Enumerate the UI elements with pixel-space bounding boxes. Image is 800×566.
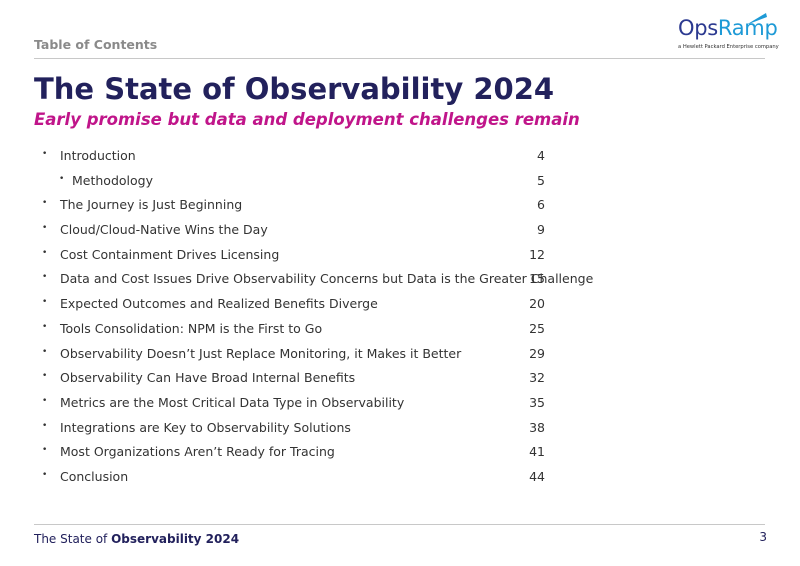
bullet-icon: • <box>42 198 48 209</box>
toc-entry[interactable]: • Observability Can Have Broad Internal B… <box>34 366 554 391</box>
bullet-icon: • <box>42 247 48 258</box>
toc-entry-page: 35 <box>529 394 545 410</box>
bullet-icon: • <box>42 420 48 431</box>
toc-entry-label: Integrations are Key to Observability So… <box>60 419 351 435</box>
footer-divider <box>34 524 765 525</box>
toc-entry[interactable]: • Data and Cost Issues Drive Observabilit… <box>34 267 593 292</box>
toc-entry[interactable]: • Integrations are Key to Observability S… <box>34 416 554 441</box>
toc-entry-label: Tools Consolidation: NPM is the First to… <box>60 320 323 336</box>
toc-entry-page: 29 <box>529 345 545 361</box>
footer-text-bold: Observability 2024 <box>111 532 240 546</box>
toc-entry-page: 44 <box>529 468 545 484</box>
toc-entry-page: 12 <box>529 246 545 262</box>
toc-entry-label: Introduction <box>60 148 136 163</box>
toc-entry[interactable]: • Observability Doesn’t Just Replace Moni… <box>34 342 554 367</box>
toc-entry-label: Methodology <box>72 172 153 188</box>
toc-entry-page: 4 <box>537 148 545 163</box>
toc-entry[interactable]: • Expected Outcomes and Realized Benefits… <box>34 292 554 317</box>
toc-entry[interactable]: • Introduction 4 <box>34 144 554 169</box>
bullet-icon: • <box>42 346 48 357</box>
toc-entry-page: 25 <box>529 320 545 336</box>
toc-entry-page: 41 <box>529 444 545 460</box>
page-title: The State of Observability 2024 <box>34 72 555 106</box>
toc-entry-page: 38 <box>529 419 545 435</box>
toc-entry-page: 5 <box>537 172 545 188</box>
toc-entry[interactable]: • Conclusion 44 <box>34 465 554 490</box>
toc-entry-page: 32 <box>529 370 545 386</box>
toc-entry-label: Observability Doesn’t Just Replace Monit… <box>60 345 462 361</box>
toc-entry-label: Expected Outcomes and Realized Benefits … <box>60 296 378 312</box>
toc-entry-label: Cost Containment Drives Licensing <box>60 246 280 262</box>
toc-entry[interactable]: • Tools Consolidation: NPM is the First t… <box>34 317 554 342</box>
bullet-icon: • <box>59 173 65 184</box>
bullet-icon: • <box>42 321 48 332</box>
bullet-icon: • <box>42 469 48 480</box>
bullet-icon: • <box>42 272 48 283</box>
bullet-icon: • <box>42 223 48 234</box>
footer-report-title: The State of Observability 2024 <box>34 532 239 546</box>
table-of-contents: • Introduction 4 • Methodology 5 • The Journey … <box>34 144 593 490</box>
toc-entry-label: The Journey is Just Beginning <box>60 197 243 213</box>
toc-entry[interactable]: • Most Organizations Aren’t Ready for Tra… <box>34 440 554 465</box>
toc-entry-label: Observability Can Have Broad Internal Be… <box>60 370 356 386</box>
bullet-icon: • <box>42 395 48 406</box>
page-number: 3 <box>759 530 767 544</box>
bullet-icon: • <box>42 371 48 382</box>
toc-entry-page: 15 <box>529 271 545 287</box>
logo-word-ramp: Ramp <box>717 16 778 40</box>
toc-entry-label: Metrics are the Most Critical Data Type … <box>60 394 405 410</box>
toc-entry-label: Most Organizations Aren’t Ready for Trac… <box>60 444 335 460</box>
toc-entry[interactable]: • The Journey is Just Beginning 6 <box>34 193 554 218</box>
toc-entry[interactable]: • Methodology 5 <box>34 169 554 194</box>
header-divider <box>34 58 765 59</box>
bullet-icon: • <box>42 445 48 456</box>
logo-wordmark: OpsRamp <box>678 16 778 40</box>
opsramp-logo: OpsRamp a Hewlett Packard Enterprise com… <box>674 12 779 52</box>
toc-entry-page: 9 <box>537 222 545 238</box>
toc-entry-page: 6 <box>537 197 545 213</box>
bullet-icon: • <box>42 297 48 308</box>
logo-word-ops: Ops <box>678 16 718 40</box>
toc-entry[interactable]: • Metrics are the Most Critical Data Type… <box>34 391 554 416</box>
bullet-icon: • <box>42 149 48 159</box>
section-label: Table of Contents <box>34 37 158 52</box>
toc-entry[interactable]: • Cost Containment Drives Licensing 12 <box>34 243 554 268</box>
page-subtitle: Early promise but data and deployment ch… <box>34 110 580 129</box>
toc-entry[interactable]: • Cloud/Cloud-Native Wins the Day 9 <box>34 218 554 243</box>
toc-entry-label: Data and Cost Issues Drive Observability… <box>60 271 594 287</box>
toc-entry-label: Conclusion <box>60 468 129 484</box>
logo-swoosh-icon <box>746 13 767 25</box>
toc-entry-page: 20 <box>529 296 545 312</box>
logo-tagline: a Hewlett Packard Enterprise company <box>678 44 779 50</box>
footer-text-prefix: The State of <box>34 532 112 546</box>
toc-entry-label: Cloud/Cloud-Native Wins the Day <box>60 222 268 238</box>
